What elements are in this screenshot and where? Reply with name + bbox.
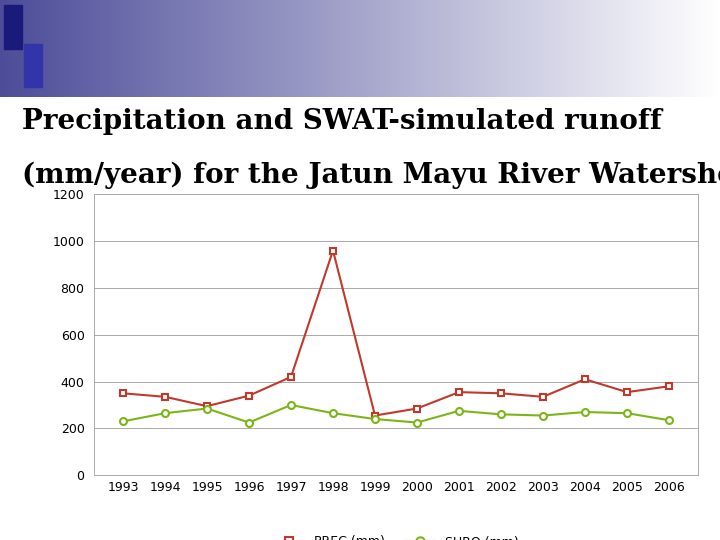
Text: Precipitation and SWAT-simulated runoff: Precipitation and SWAT-simulated runoff	[22, 108, 662, 135]
Bar	[24, 44, 42, 87]
Bar	[4, 5, 22, 49]
Legend: PREC (mm), SURQ (mm): PREC (mm), SURQ (mm)	[268, 530, 524, 540]
Text: (mm/year) for the Jatun Mayu River Watershed: (mm/year) for the Jatun Mayu River Water…	[22, 162, 720, 190]
